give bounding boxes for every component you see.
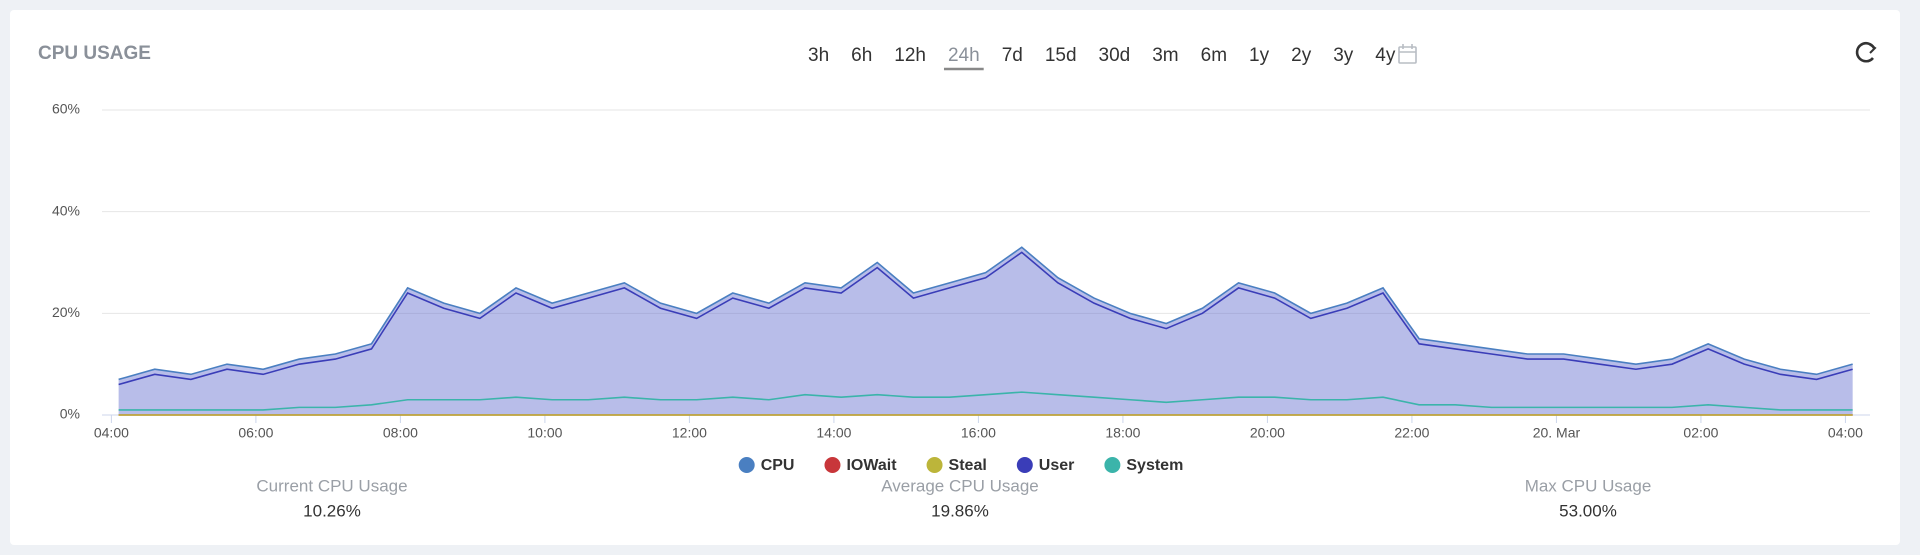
stat-label: Max CPU Usage bbox=[1525, 476, 1652, 495]
series-line bbox=[118, 246, 1853, 381]
y-tick-label: 60% bbox=[52, 101, 80, 117]
x-tick-label: 20:00 bbox=[1250, 425, 1285, 441]
x-tick-label: 04:00 bbox=[94, 425, 129, 441]
range-button[interactable]: 4y bbox=[1375, 45, 1396, 66]
legend-swatch bbox=[1016, 457, 1033, 473]
x-tick-label: 18:00 bbox=[1105, 425, 1140, 441]
legend-label[interactable]: CPU bbox=[761, 457, 795, 474]
legend-label[interactable]: IOWait bbox=[846, 457, 897, 474]
legend-label[interactable]: System bbox=[1126, 457, 1183, 474]
range-button[interactable]: 30d bbox=[1099, 45, 1131, 66]
x-tick-label: 02:00 bbox=[1683, 425, 1718, 441]
x-tick-label: 12:00 bbox=[672, 425, 707, 441]
x-tick-label: 08:00 bbox=[383, 425, 418, 441]
legend: CPU IOWait Steal User System bbox=[738, 457, 1183, 474]
stat-label: Average CPU Usage bbox=[881, 476, 1039, 495]
stat-value: 10.26% bbox=[303, 501, 361, 520]
widget-title: CPU USAGE bbox=[38, 43, 151, 64]
x-tick-label: 14:00 bbox=[816, 425, 851, 441]
calendar-icon[interactable] bbox=[1398, 44, 1417, 64]
refresh-icon[interactable] bbox=[1855, 41, 1877, 63]
range-button[interactable]: 3m bbox=[1152, 45, 1178, 66]
legend-swatch bbox=[824, 457, 841, 473]
x-tick-label: 06:00 bbox=[238, 425, 273, 441]
x-tick-label: 22:00 bbox=[1394, 425, 1429, 441]
legend-label[interactable]: User bbox=[1039, 457, 1075, 474]
x-tick-label: 04:00 bbox=[1828, 425, 1863, 441]
range-button[interactable]: 12h bbox=[894, 45, 926, 66]
x-tick-label: 16:00 bbox=[961, 425, 996, 441]
range-button[interactable]: 1y bbox=[1249, 45, 1270, 66]
stat-value: 53.00% bbox=[1559, 501, 1617, 520]
range-button[interactable]: 7d bbox=[1002, 45, 1023, 66]
card bbox=[10, 10, 1900, 545]
range-button[interactable]: 15d bbox=[1045, 45, 1077, 66]
series-line bbox=[118, 251, 1853, 386]
range-button[interactable]: 2y bbox=[1291, 45, 1312, 66]
y-tick-label: 0% bbox=[60, 406, 80, 422]
range-button[interactable]: 3h bbox=[808, 45, 829, 66]
range-button[interactable]: 6m bbox=[1201, 45, 1227, 66]
x-tick-label: 10:00 bbox=[527, 425, 562, 441]
stat-value: 19.86% bbox=[931, 501, 989, 520]
area bbox=[118, 247, 1853, 415]
range-button[interactable]: 3y bbox=[1333, 45, 1354, 66]
range-button[interactable]: 24h bbox=[948, 45, 980, 66]
legend-swatch bbox=[926, 457, 943, 473]
legend-swatch bbox=[1104, 457, 1121, 473]
legend-swatch bbox=[738, 457, 755, 473]
legend-label[interactable]: Steal bbox=[949, 457, 987, 474]
series-line bbox=[118, 391, 1853, 411]
x-tick-label: 20. Mar bbox=[1533, 425, 1581, 441]
y-tick-label: 20% bbox=[52, 304, 80, 320]
y-tick-label: 40% bbox=[52, 202, 80, 218]
range-button[interactable]: 6h bbox=[851, 45, 872, 66]
stat-label: Current CPU Usage bbox=[256, 476, 407, 495]
